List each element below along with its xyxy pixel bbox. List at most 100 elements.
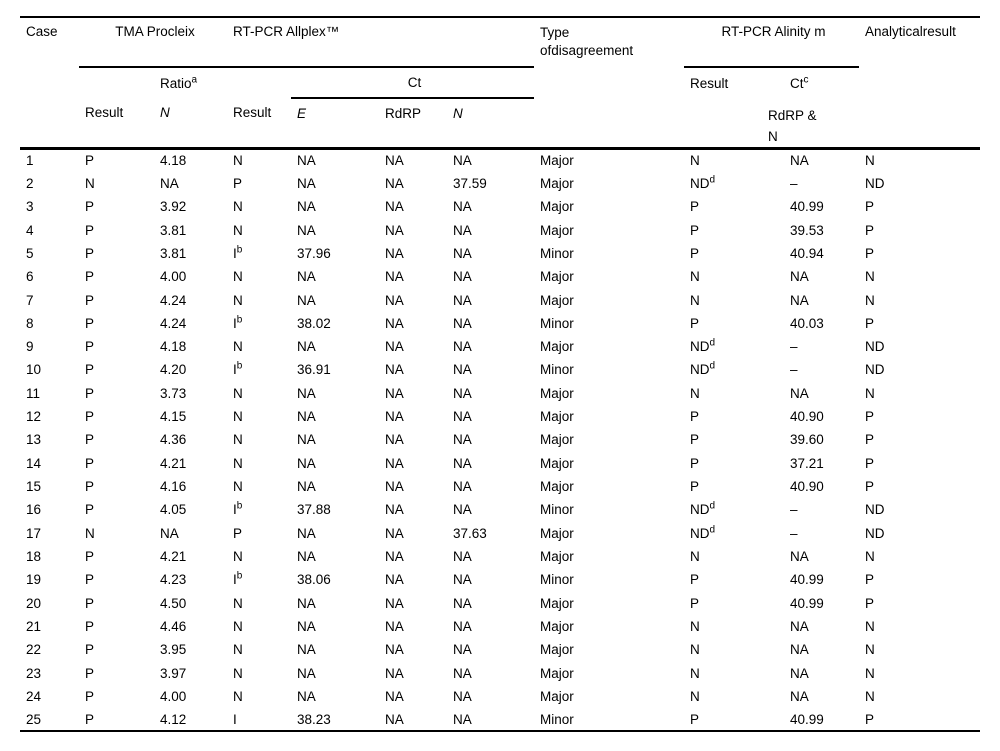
footnote-marker-b: b bbox=[236, 244, 243, 256]
table-cell: 3.81 bbox=[160, 245, 187, 261]
table-cell: P bbox=[85, 548, 95, 564]
table-cell: 11 bbox=[26, 385, 41, 401]
table-cell: NDd bbox=[690, 500, 716, 518]
alinity-ct-targets-line2: N bbox=[768, 129, 778, 144]
table-cell: NA bbox=[790, 688, 809, 704]
table-cell: NA bbox=[297, 642, 316, 658]
table-cell: NA bbox=[453, 688, 472, 704]
table-cell: P bbox=[865, 315, 875, 331]
table-cell: NA bbox=[790, 292, 809, 308]
group-header-rtpcr-allplex: RT-PCR Allplex™ bbox=[227, 17, 535, 68]
table-cell: NDd bbox=[690, 360, 716, 378]
table-cell: 38.06 bbox=[297, 572, 331, 588]
table-cell: ND bbox=[865, 362, 885, 378]
table-cell: NA bbox=[453, 362, 472, 378]
table-cell: NA bbox=[453, 548, 472, 564]
table-cell: ND bbox=[865, 525, 885, 541]
table-cell: NA bbox=[453, 315, 472, 331]
table-cell: 4.36 bbox=[160, 432, 187, 448]
table-cell: NA bbox=[385, 642, 404, 658]
table-cell: Ib bbox=[233, 244, 243, 261]
table-cell: N bbox=[690, 269, 700, 285]
table-row: 22 P 3.95 N NA NA NA Major N NA N bbox=[20, 638, 980, 661]
table-cell: NA bbox=[297, 222, 316, 238]
table-cell: NA bbox=[453, 711, 472, 727]
table-cell: N bbox=[233, 222, 243, 238]
table-cell: Major bbox=[540, 409, 574, 425]
table-cell: NA bbox=[297, 525, 316, 541]
table-cell: 4.00 bbox=[160, 269, 187, 285]
table-row: 15 P 4.16 N NA NA NA Major P 40.90 P bbox=[20, 475, 980, 498]
table-cell: P bbox=[865, 245, 875, 261]
table-cell: Ib bbox=[233, 570, 243, 588]
table-cell: NA bbox=[790, 665, 809, 681]
table-cell: NA bbox=[453, 432, 472, 448]
table-cell: P bbox=[85, 711, 95, 727]
table-cell: N bbox=[233, 618, 243, 634]
table-cell: 37.63 bbox=[453, 525, 487, 541]
table-cell: 37.88 bbox=[297, 502, 331, 518]
table-cell: NA bbox=[385, 199, 404, 215]
table-cell: 40.90 bbox=[790, 409, 824, 425]
footnote-marker-d: d bbox=[709, 174, 716, 186]
alinity-ct-targets: RdRP & N bbox=[768, 105, 857, 147]
table-row: 10 P 4.20 Ib 36.91 NA NA Minor NDd – ND bbox=[20, 358, 980, 381]
col-header-alinity-result: Result bbox=[690, 75, 729, 91]
header-row-groups: Case TMA Procleix RT-PCR Allplex™ Type o… bbox=[20, 17, 980, 68]
table-cell: NA bbox=[385, 525, 404, 541]
table-cell: 16 bbox=[26, 502, 42, 518]
table-cell: N bbox=[233, 595, 243, 611]
col-header-allplex-n: N bbox=[453, 106, 463, 121]
table-cell: Minor bbox=[540, 362, 574, 378]
table-cell: N bbox=[233, 432, 243, 448]
table-cell: P bbox=[85, 153, 95, 169]
table-cell: P bbox=[85, 572, 95, 588]
table-cell: N bbox=[690, 665, 700, 681]
table-cell: Major bbox=[540, 385, 574, 401]
table-cell: 4.16 bbox=[160, 479, 187, 495]
table-cell: P bbox=[85, 618, 95, 634]
table-cell: N bbox=[233, 339, 243, 355]
table-cell: Minor bbox=[540, 315, 574, 331]
table-cell: N bbox=[690, 153, 700, 169]
table-cell: P bbox=[85, 222, 95, 238]
table-cell: Major bbox=[540, 642, 574, 658]
table-cell: NDd bbox=[690, 337, 716, 355]
table-cell: N bbox=[233, 385, 243, 401]
table-cell: NA bbox=[385, 595, 404, 611]
table-cell: NA bbox=[453, 642, 472, 658]
table-cell: N bbox=[865, 548, 875, 564]
table-cell: Major bbox=[540, 292, 574, 308]
table-cell: P bbox=[85, 362, 95, 378]
col-header-case: Case bbox=[26, 24, 58, 39]
table-cell: NA bbox=[453, 665, 472, 681]
table-cell: P bbox=[690, 595, 700, 611]
table-cell: 10 bbox=[26, 362, 42, 378]
footnote-marker-d: d bbox=[709, 524, 716, 536]
table-cell: 40.03 bbox=[790, 315, 824, 331]
table-cell: ND bbox=[865, 502, 885, 518]
table-cell: 24 bbox=[26, 688, 42, 704]
col-header-alinity-ct: Ctc bbox=[784, 67, 859, 98]
table-cell: Major bbox=[540, 479, 574, 495]
table-row: 18 P 4.21 N NA NA NA Major N NA N bbox=[20, 545, 980, 568]
table-cell: 3.73 bbox=[160, 385, 187, 401]
table-cell: N bbox=[690, 385, 700, 401]
table-cell: ND bbox=[865, 339, 885, 355]
table-cell: 17 bbox=[26, 525, 42, 541]
table-cell: 4.12 bbox=[160, 711, 187, 727]
footnote-marker-b: b bbox=[236, 360, 243, 372]
table-cell: NA bbox=[160, 525, 179, 541]
table-cell: NDd bbox=[690, 174, 716, 191]
table-cell: Major bbox=[540, 339, 574, 355]
table-cell: N bbox=[233, 665, 243, 681]
table-row: 11 P 3.73 N NA NA NA Major N NA N bbox=[20, 382, 980, 405]
table-cell: NA bbox=[385, 315, 404, 331]
table-row: 4 P 3.81 N NA NA NA Major P 39.53 P bbox=[20, 218, 980, 241]
table-cell: 1 bbox=[26, 153, 34, 169]
table-row: 1 P 4.18 N NA NA NA Major N NA N bbox=[20, 149, 980, 172]
table-cell: Major bbox=[540, 665, 574, 681]
table-cell: 40.99 bbox=[790, 595, 824, 611]
table-cell: 3.95 bbox=[160, 642, 187, 658]
table-cell: – bbox=[790, 362, 798, 378]
